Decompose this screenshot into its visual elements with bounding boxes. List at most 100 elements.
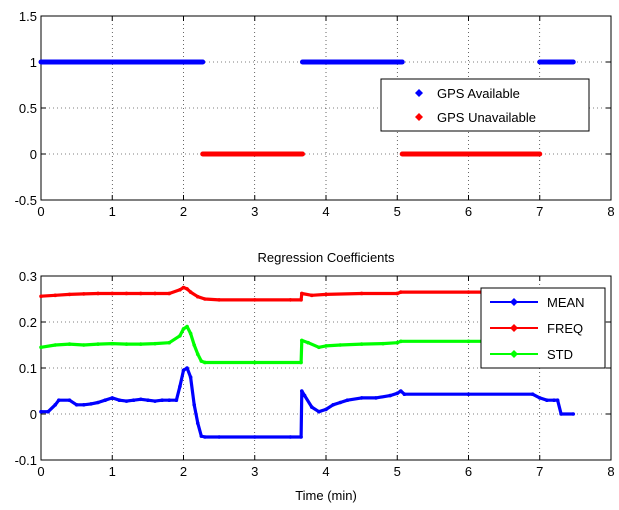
bottom-chart-ticks: 0 1 2 3 4 5 6 7 8-0.100.10.20.3 — [15, 269, 615, 479]
series-point-std — [67, 342, 72, 346]
series-point-std — [138, 342, 143, 346]
series-point-std — [185, 324, 189, 329]
series-point-freq — [153, 291, 157, 296]
series-point-std — [395, 340, 400, 345]
legend-label-gps-available: GPS Available — [437, 86, 520, 101]
series-point-mean — [359, 396, 364, 400]
series-point-std — [192, 343, 196, 347]
series-point-mean — [138, 397, 143, 402]
series-point-std — [181, 327, 186, 331]
series-point-mean — [571, 412, 576, 416]
x-tick-label: 3 — [251, 464, 258, 479]
x-tick-label: 8 — [607, 464, 614, 479]
top-legend-box — [380, 78, 590, 132]
series-point-mean — [167, 398, 172, 403]
series-point-mean — [192, 403, 196, 407]
top-legend: GPS Available GPS Unavailable — [380, 78, 590, 132]
series-point-mean — [555, 398, 560, 403]
series-point-std — [96, 342, 100, 346]
series-point-std — [324, 344, 328, 348]
series-point-freq — [395, 291, 400, 296]
series-point-freq — [188, 290, 193, 294]
series-point-freq — [399, 290, 403, 294]
series-point-mean — [131, 398, 136, 403]
series-point-std — [381, 341, 385, 346]
series-point-std — [252, 360, 257, 365]
series-point-freq — [39, 294, 43, 299]
x-tick-label: 0 — [37, 464, 44, 479]
series-point-mean — [185, 366, 189, 370]
series-point-std — [167, 340, 172, 345]
series-point-mean — [153, 399, 157, 403]
series-point-std — [338, 343, 343, 347]
series-point-mean — [345, 398, 350, 403]
legend-marker-gps-available — [415, 89, 423, 97]
y-tick-label: 0.1 — [19, 361, 37, 376]
series-point-mean — [67, 398, 72, 403]
y-tick-label: 0.5 — [19, 101, 37, 116]
series-point-mean — [146, 398, 150, 403]
series-point-mean — [545, 398, 549, 403]
bottom-chart: Regression Coefficients 0 1 2 3 4 5 6 7 8-0.100.… — [15, 250, 615, 503]
series-point-std — [359, 342, 364, 346]
series-point-freq — [181, 285, 186, 290]
x-tick-label: 6 — [465, 464, 472, 479]
series-point-freq — [185, 287, 189, 291]
series-point-freq — [124, 291, 129, 296]
legend-label-gps-unavailable: GPS Unavailable — [437, 110, 536, 125]
series-point-mean — [252, 435, 257, 439]
x-tick-label: 0 — [37, 204, 44, 219]
series-point-std — [178, 334, 182, 338]
series-point-mean — [388, 393, 392, 398]
x-tick-label: 5 — [394, 464, 401, 479]
series-point-mean — [331, 403, 335, 407]
y-tick-label: 0.2 — [19, 315, 37, 330]
legend-marker-gps-unavailable — [415, 113, 423, 121]
series-point-freq — [53, 293, 58, 298]
bottom-chart-xlabel: Time (min) — [295, 488, 357, 503]
series-point-freq — [466, 290, 471, 294]
series-point-mean — [395, 391, 400, 396]
x-tick-label: 7 — [536, 204, 543, 219]
series-point-mean — [195, 421, 200, 426]
y-tick-label: 1.5 — [19, 9, 37, 24]
legend-label-mean: MEAN — [547, 295, 585, 310]
series-point-std — [317, 345, 321, 350]
series-point-mean — [324, 407, 328, 412]
series-point-mean — [299, 389, 304, 393]
bottom-chart-title: Regression Coefficients — [257, 250, 395, 265]
series-point-mean — [124, 399, 129, 403]
series-point-freq — [217, 298, 221, 302]
x-tick-label: 4 — [322, 464, 329, 479]
series-point-mean — [199, 434, 204, 438]
y-tick-label: 1 — [30, 55, 37, 70]
bottom-legend: MEAN FREQ STD — [480, 287, 606, 369]
series-point-mean — [96, 400, 100, 405]
legend-marker-std — [510, 350, 518, 358]
series-point-std — [299, 338, 304, 343]
x-tick-label: 6 — [465, 204, 472, 219]
series-point-mean — [374, 396, 378, 400]
series-point-mean — [402, 392, 407, 397]
series-point-freq — [110, 291, 115, 296]
series-point-mean — [178, 384, 182, 389]
series-point-std — [306, 340, 310, 345]
series-point-mean — [288, 435, 293, 439]
series-point-freq — [138, 291, 143, 296]
series-point-std — [124, 342, 129, 346]
y-tick-label: -0.1 — [15, 453, 37, 468]
series-point-mean — [299, 435, 303, 439]
x-tick-label: 7 — [536, 464, 543, 479]
series-point-freq — [81, 292, 86, 296]
series-point-mean — [399, 389, 403, 393]
series-point-freq — [299, 291, 304, 296]
x-tick-label: 2 — [180, 464, 187, 479]
series-point-freq — [96, 291, 100, 296]
series-point-std — [81, 343, 86, 347]
legend-label-freq: FREQ — [547, 321, 583, 336]
y-tick-label: -0.5 — [15, 193, 37, 208]
series-point-mean — [217, 435, 221, 439]
series-point-std — [153, 341, 157, 346]
series-point-freq — [178, 288, 182, 292]
x-tick-label: 3 — [251, 204, 258, 219]
